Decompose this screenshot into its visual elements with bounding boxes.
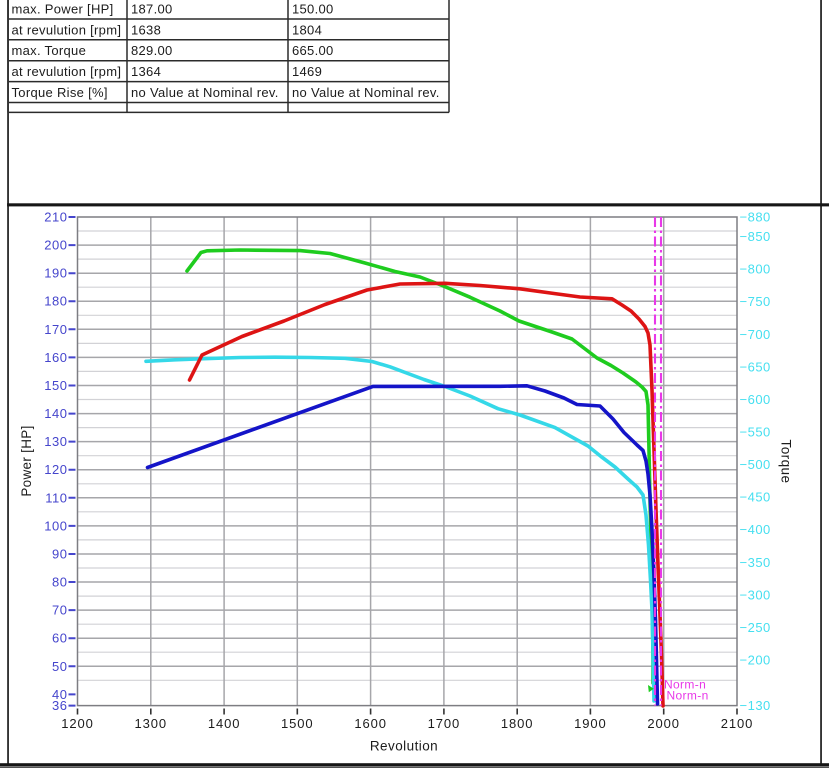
svg-text:2000: 2000 <box>647 716 680 731</box>
svg-text:150.00: 150.00 <box>292 2 334 17</box>
svg-text:120: 120 <box>44 462 67 477</box>
svg-text:100: 100 <box>44 518 67 533</box>
svg-text:−300: −300 <box>740 587 771 602</box>
svg-text:Torque: Torque <box>779 440 794 484</box>
svg-text:at revulution [rpm]: at revulution [rpm] <box>12 64 122 79</box>
svg-text:−400: −400 <box>740 522 771 537</box>
svg-text:−250: −250 <box>740 620 771 635</box>
svg-text:36: 36 <box>52 698 67 713</box>
svg-text:−350: −350 <box>740 555 771 570</box>
svg-text:1300: 1300 <box>135 716 168 731</box>
svg-text:160: 160 <box>44 350 67 365</box>
svg-text:Torque Rise [%]: Torque Rise [%] <box>12 85 108 100</box>
svg-text:110: 110 <box>45 490 67 505</box>
svg-text:170: 170 <box>44 322 67 337</box>
svg-text:60: 60 <box>52 631 67 646</box>
svg-text:187.00: 187.00 <box>131 2 173 17</box>
svg-text:200: 200 <box>44 238 67 253</box>
svg-text:−700: −700 <box>740 327 771 342</box>
svg-text:1364: 1364 <box>131 64 161 79</box>
svg-text:40: 40 <box>52 687 67 702</box>
svg-text:50: 50 <box>52 659 67 674</box>
svg-text:1800: 1800 <box>501 716 534 731</box>
svg-text:at revulution [rpm]: at revulution [rpm] <box>12 22 122 37</box>
svg-text:2100: 2100 <box>721 716 754 731</box>
svg-text:1804: 1804 <box>292 22 322 37</box>
svg-text:90: 90 <box>52 547 67 562</box>
svg-text:829.00: 829.00 <box>131 43 173 58</box>
svg-text:1400: 1400 <box>208 716 241 731</box>
svg-text:Norm-n: Norm-n <box>664 678 706 692</box>
svg-text:1200: 1200 <box>61 716 94 731</box>
svg-text:70: 70 <box>52 603 67 618</box>
svg-text:1700: 1700 <box>428 716 461 731</box>
svg-text:180: 180 <box>44 294 67 309</box>
svg-text:−450: −450 <box>740 490 771 505</box>
svg-text:210: 210 <box>44 210 67 225</box>
svg-text:−130: −130 <box>740 698 771 713</box>
svg-text:no Value at Nominal rev.: no Value at Nominal rev. <box>292 85 440 100</box>
svg-text:−850: −850 <box>740 229 771 244</box>
svg-text:−550: −550 <box>740 425 771 440</box>
svg-text:665.00: 665.00 <box>292 43 334 58</box>
svg-text:Norm-n: Norm-n <box>667 689 709 703</box>
svg-text:Power [HP]: Power [HP] <box>19 425 34 496</box>
svg-text:80: 80 <box>52 575 67 590</box>
svg-text:Revolution: Revolution <box>370 739 438 754</box>
svg-text:−500: −500 <box>740 457 771 472</box>
svg-text:1600: 1600 <box>354 716 387 731</box>
svg-text:150: 150 <box>44 378 67 393</box>
svg-text:140: 140 <box>44 406 67 421</box>
svg-text:1638: 1638 <box>131 22 161 37</box>
svg-text:1500: 1500 <box>281 716 314 731</box>
svg-text:130: 130 <box>44 434 67 449</box>
svg-text:max. Torque: max. Torque <box>12 43 87 58</box>
svg-text:−200: −200 <box>740 653 771 668</box>
svg-text:190: 190 <box>44 266 67 281</box>
svg-text:−880: −880 <box>740 210 771 225</box>
svg-text:1469: 1469 <box>292 64 322 79</box>
svg-text:max. Power [HP]: max. Power [HP] <box>12 2 114 17</box>
svg-text:1900: 1900 <box>574 716 607 731</box>
svg-text:−750: −750 <box>740 294 771 309</box>
svg-text:−800: −800 <box>740 262 771 277</box>
svg-text:−650: −650 <box>740 359 771 374</box>
svg-text:no Value at Nominal rev.: no Value at Nominal rev. <box>131 85 279 100</box>
svg-text:−600: −600 <box>740 392 771 407</box>
